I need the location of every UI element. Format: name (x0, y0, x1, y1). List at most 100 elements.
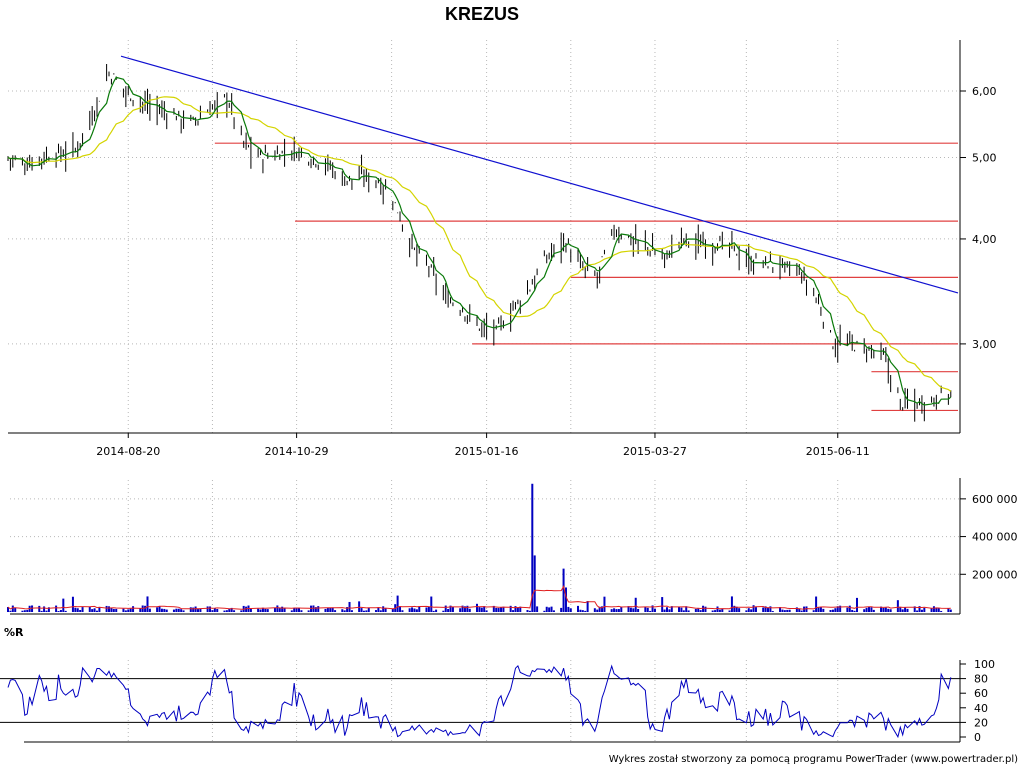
volume-bar (98, 607, 101, 612)
volume-bar (463, 606, 466, 612)
volume-bar (278, 608, 281, 612)
volume-bar (148, 608, 151, 612)
sma-long-line (7, 96, 952, 392)
volume-bar (425, 607, 428, 612)
volume-bar (415, 609, 418, 612)
footer-credit: Wykres został stworzony za pomocą progra… (609, 754, 1018, 765)
volume-bar (682, 610, 685, 612)
volume-bar (199, 608, 202, 612)
price-ohlc-bars (7, 64, 952, 422)
volume-bar (831, 609, 834, 612)
volume-bar (882, 607, 885, 612)
williams-r-line (7, 664, 952, 739)
volume-bar (23, 610, 26, 612)
volume-bar (502, 606, 505, 612)
volume-bar (923, 607, 926, 612)
volume-bar (509, 605, 512, 612)
volume-bar (40, 610, 43, 612)
volume-bar (528, 610, 531, 612)
volume-bar (550, 606, 553, 612)
volume-y-ticks: 600 000 400 000 200 000 (960, 493, 1018, 581)
volume-bar (451, 606, 454, 612)
volume-bar (293, 608, 296, 612)
volume-bar (264, 608, 267, 612)
volume-bar (627, 606, 630, 612)
volume-bar (531, 483, 534, 612)
volume-bar (418, 606, 421, 612)
volume-bar (800, 610, 803, 612)
volume-bar (863, 609, 866, 612)
volume-bar (668, 609, 671, 612)
price-y-tick-label: 5,00 (972, 152, 997, 165)
volume-bar (47, 607, 50, 612)
volume-bar (728, 610, 731, 612)
price-x-tick-label: 2014-10-29 (265, 445, 329, 458)
williams-r-y-tick-label: 60 (974, 687, 988, 700)
volume-bar (122, 608, 125, 612)
volume-bar (475, 603, 478, 612)
volume-bar (634, 597, 637, 612)
volume-bar (216, 609, 219, 612)
volume-bar (704, 606, 707, 612)
volume-bar (906, 608, 909, 612)
volume-bar (543, 610, 546, 612)
volume-bar (940, 610, 943, 612)
volume-bar (545, 606, 548, 612)
volume-bar (276, 605, 279, 612)
volume-bar (500, 607, 503, 612)
volume-bar (788, 609, 791, 612)
volume-bar (273, 607, 276, 612)
volume-bar (603, 596, 606, 612)
volume-bar (334, 610, 337, 612)
volume-bar (88, 606, 91, 612)
volume-bar (401, 610, 404, 612)
volume-bar (750, 609, 753, 612)
volume-bar (257, 608, 260, 612)
volume-y-tick-label: 400 000 (972, 531, 1018, 544)
volume-bar (512, 610, 515, 612)
volume-bar (918, 606, 921, 612)
volume-bar (74, 607, 77, 612)
volume-bar (180, 609, 183, 612)
chart-title: KREZUS (445, 4, 519, 24)
volume-bar (432, 610, 435, 612)
volume-bar (427, 606, 430, 612)
volume-bar (379, 610, 382, 612)
volume-bar (598, 606, 601, 612)
volume-bar (533, 555, 536, 612)
volume-bar (663, 609, 666, 612)
volume-panel: 600 000 400 000 200 000 (7, 478, 1018, 615)
volume-bar (377, 607, 380, 612)
williams-r-y-tick-label: 0 (974, 731, 981, 744)
volume-bar (295, 608, 298, 612)
volume-bar (519, 606, 522, 612)
volume-bar (851, 609, 854, 612)
volume-bar (225, 610, 228, 612)
volume-bar (564, 587, 567, 612)
volume-bar (868, 606, 871, 612)
volume-bars (7, 483, 952, 612)
volume-bar (209, 606, 212, 612)
volume-bar (11, 605, 14, 612)
volume-bar (197, 609, 199, 612)
volume-bar (346, 607, 349, 612)
volume-bar (413, 608, 416, 612)
volume-bar (38, 605, 41, 612)
volume-bar (596, 609, 599, 612)
volume-bar (889, 609, 892, 612)
volume-bar (411, 607, 414, 612)
volume-bar (615, 609, 618, 612)
volume-bar (105, 605, 108, 612)
volume-bar (110, 607, 113, 612)
volume-bar (189, 607, 192, 612)
volume-bar (786, 609, 789, 612)
volume-bar (384, 608, 387, 612)
volume-bar (947, 608, 950, 612)
volume-bar (9, 610, 12, 612)
volume-bar (399, 606, 402, 612)
volume-grid (10, 480, 960, 612)
volume-bar (771, 611, 774, 612)
volume-bar (249, 608, 252, 612)
volume-bar (913, 606, 916, 612)
